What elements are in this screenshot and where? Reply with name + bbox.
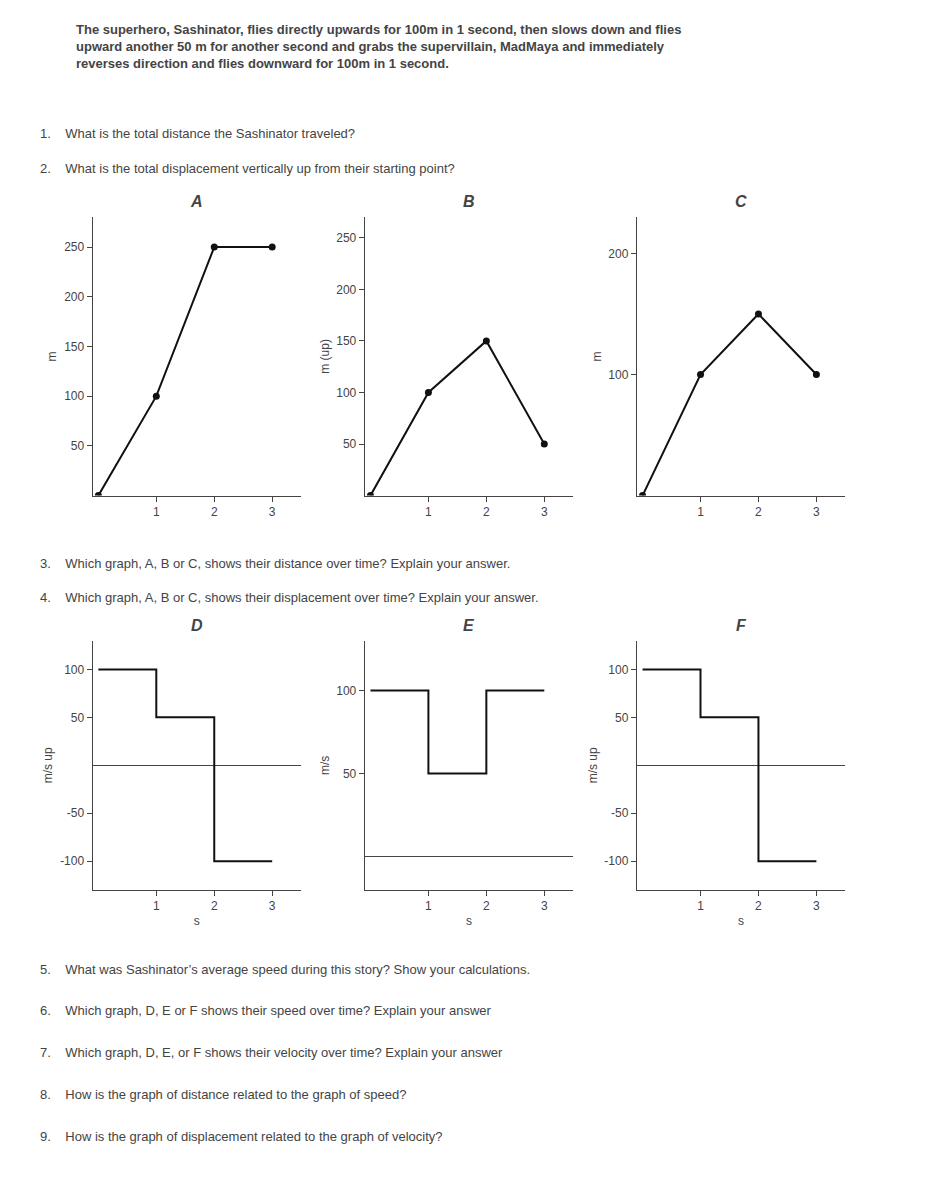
svg-text:The superhero, Sashinator, fli: The superhero, Sashinator, flies directl… <box>76 22 681 71</box>
svg-text:100: 100 <box>64 663 84 677</box>
svg-text:3: 3 <box>813 505 820 519</box>
svg-text:200: 200 <box>336 283 356 297</box>
svg-text:-100: -100 <box>604 854 628 868</box>
svg-text:50: 50 <box>343 767 357 781</box>
svg-text:5. What was Sashinator’s av: 5. What was Sashinator’s average speed d… <box>40 962 530 977</box>
svg-text:250: 250 <box>336 231 356 245</box>
svg-text:2: 2 <box>211 505 218 519</box>
svg-text:m/s: m/s <box>318 756 332 775</box>
svg-text:-50: -50 <box>611 806 629 820</box>
svg-text:3: 3 <box>813 899 820 913</box>
svg-text:-100: -100 <box>60 854 84 868</box>
svg-text:C: C <box>735 193 747 210</box>
svg-text:2: 2 <box>755 899 762 913</box>
svg-text:2: 2 <box>755 505 762 519</box>
svg-text:m/s up: m/s up <box>586 747 600 783</box>
svg-text:F: F <box>736 617 747 634</box>
svg-text:1: 1 <box>153 899 160 913</box>
svg-text:100: 100 <box>336 386 356 400</box>
svg-text:50: 50 <box>71 439 85 453</box>
svg-text:50: 50 <box>615 711 629 725</box>
svg-text:-50: -50 <box>67 806 85 820</box>
svg-text:50: 50 <box>343 437 357 451</box>
svg-text:100: 100 <box>608 663 628 677</box>
svg-text:s: s <box>194 914 200 928</box>
svg-text:3. Which graph, A, B or C,: 3. Which graph, A, B or C, shows their d… <box>40 556 510 571</box>
svg-text:250: 250 <box>64 240 84 254</box>
svg-text:B: B <box>463 193 475 210</box>
svg-text:200: 200 <box>608 247 628 261</box>
svg-text:4. Which graph, A, B or C,: 4. Which graph, A, B or C, shows their d… <box>40 590 539 605</box>
svg-text:7. Which graph, D, E, or F: 7. Which graph, D, E, or F shows their v… <box>40 1045 503 1060</box>
svg-text:1: 1 <box>153 505 160 519</box>
svg-text:8. How is the graph of dist: 8. How is the graph of distance related … <box>40 1087 406 1102</box>
svg-text:m: m <box>590 351 604 361</box>
svg-text:m (up): m (up) <box>318 339 332 374</box>
svg-text:1: 1 <box>425 505 432 519</box>
svg-text:1: 1 <box>697 899 704 913</box>
svg-text:200: 200 <box>64 290 84 304</box>
svg-text:D: D <box>191 617 203 634</box>
svg-text:100: 100 <box>336 684 356 698</box>
svg-text:100: 100 <box>64 389 84 403</box>
svg-text:3: 3 <box>541 505 548 519</box>
svg-text:2: 2 <box>483 899 490 913</box>
svg-text:A: A <box>190 193 203 210</box>
svg-text:m: m <box>45 351 59 361</box>
svg-text:150: 150 <box>336 334 356 348</box>
svg-text:E: E <box>463 617 475 634</box>
svg-text:6. Which graph, D, E or F s: 6. Which graph, D, E or F shows their sp… <box>40 1003 492 1018</box>
svg-text:50: 50 <box>71 711 85 725</box>
svg-text:150: 150 <box>64 340 84 354</box>
svg-text:1. What is the total distan: 1. What is the total distance the Sashin… <box>40 126 355 141</box>
svg-text:2. What is the total displa: 2. What is the total displacement vertic… <box>40 161 455 176</box>
svg-text:100: 100 <box>608 368 628 382</box>
svg-text:1: 1 <box>697 505 704 519</box>
svg-text:s: s <box>738 914 744 928</box>
svg-text:1: 1 <box>425 899 432 913</box>
svg-text:m/s up: m/s up <box>41 747 55 783</box>
svg-text:9. How is the graph of disp: 9. How is the graph of displacement rela… <box>40 1129 443 1144</box>
svg-text:3: 3 <box>269 505 276 519</box>
svg-text:2: 2 <box>211 899 218 913</box>
svg-text:2: 2 <box>483 505 490 519</box>
svg-text:3: 3 <box>541 899 548 913</box>
svg-text:3: 3 <box>269 899 276 913</box>
svg-text:s: s <box>466 914 472 928</box>
